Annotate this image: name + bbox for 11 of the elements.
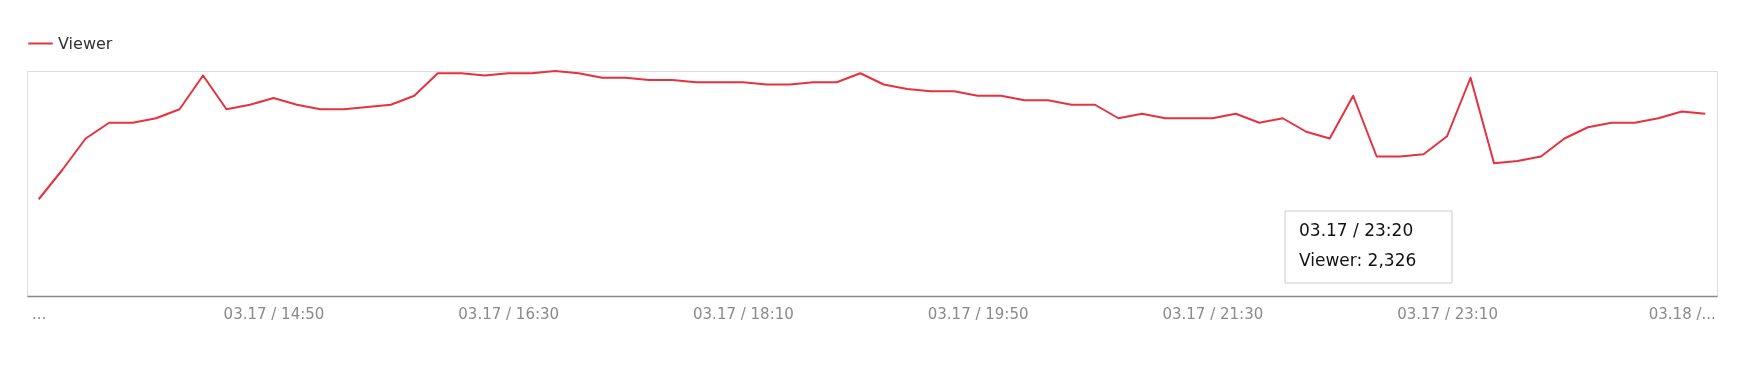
annotation: Viewer: 2,326 (1299, 250, 1417, 270)
x-tick-label: 03.17 / 23:10 (1397, 304, 1498, 323)
annotation: 03.17 / 23:20 (1299, 220, 1414, 240)
x-tick-label: 03.17 / 19:50 (927, 304, 1029, 323)
x-tick-label: 03.17 / 18:10 (693, 304, 794, 323)
legend-label: Viewer (58, 33, 113, 53)
x-tick-label: 03.17 / 21:30 (1162, 304, 1264, 323)
x-tick-label: 03.17 / 14:50 (223, 304, 325, 323)
x-tick-label: ... (32, 304, 47, 323)
x-tick-label: 03.18 /... (1648, 304, 1716, 323)
x-tick-label: 03.17 / 16:30 (458, 304, 560, 323)
